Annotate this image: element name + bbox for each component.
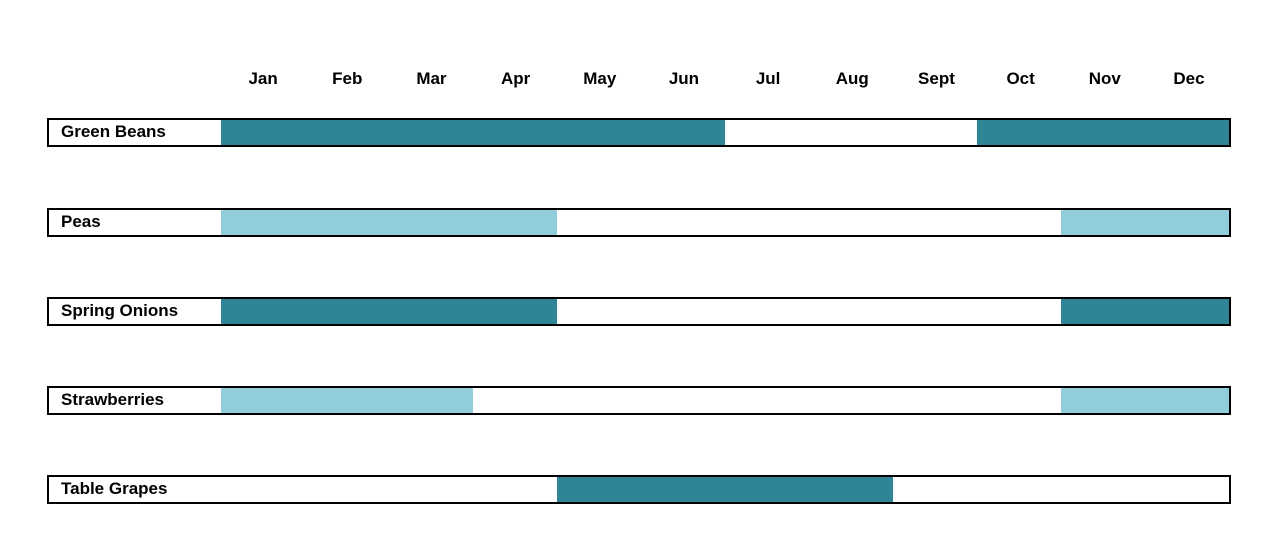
month-bar-area bbox=[221, 210, 1229, 235]
month-label-nov: Nov bbox=[1088, 69, 1121, 88]
month-label-mar: Mar bbox=[416, 69, 447, 88]
season-segment-jan-jun bbox=[221, 120, 725, 145]
produce-label: Green Beans bbox=[61, 122, 166, 141]
produce-row-table-grapes: Table Grapes bbox=[47, 475, 1231, 504]
produce-label: Table Grapes bbox=[61, 479, 168, 498]
produce-label: Peas bbox=[61, 212, 101, 231]
month-bar-area bbox=[221, 388, 1229, 413]
month-bar-area bbox=[221, 120, 1229, 145]
month-label-jul: Jul bbox=[755, 69, 781, 88]
produce-row-peas: Peas bbox=[47, 208, 1231, 237]
month-label-dec: Dec bbox=[1173, 69, 1205, 88]
season-segment-may-aug bbox=[557, 477, 893, 502]
season-segment-nov-dec bbox=[1061, 388, 1229, 413]
produce-label: Strawberries bbox=[61, 390, 164, 409]
produce-row-strawberries: Strawberries bbox=[47, 386, 1231, 415]
month-header-row: Jan Feb Mar Apr May Jun Jul Aug Sept Oct Nov Dec bbox=[221, 66, 1231, 92]
produce-label: Spring Onions bbox=[61, 301, 179, 320]
season-segment-jan-apr bbox=[221, 210, 557, 235]
month-label-jan: Jan bbox=[248, 69, 278, 88]
season-segment-nov-dec bbox=[1061, 210, 1229, 235]
produce-row-spring-onions: Spring Onions bbox=[47, 297, 1231, 326]
month-label-feb: Feb bbox=[332, 69, 363, 88]
produce-row-green-beans: Green Beans bbox=[47, 118, 1231, 147]
season-segment-nov-dec bbox=[1061, 299, 1229, 324]
season-segment-jan-apr bbox=[221, 299, 557, 324]
month-label-jun: Jun bbox=[668, 69, 700, 88]
month-label-apr: Apr bbox=[500, 69, 531, 88]
season-segment-oct-dec bbox=[977, 120, 1229, 145]
month-label-sept: Sept bbox=[918, 69, 955, 88]
month-label-may: May bbox=[583, 69, 617, 88]
month-bar-area bbox=[221, 477, 1229, 502]
month-label-aug: Aug bbox=[835, 69, 869, 88]
month-label-oct: Oct bbox=[1006, 69, 1035, 88]
month-bar-area bbox=[221, 299, 1229, 324]
season-segment-jan-mar bbox=[221, 388, 473, 413]
